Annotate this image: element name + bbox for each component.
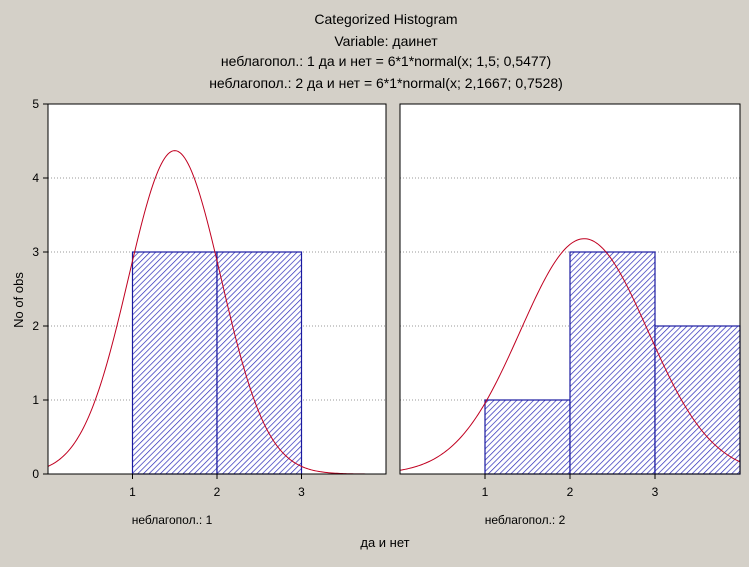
y-tick-label: 0 [32,467,39,481]
chart-title-line: неблагопол.: 2 да и нет = 6*1*normal(x; … [209,75,563,91]
category-label: неблагопол.: 1 [132,513,213,527]
category-label: неблагопол.: 2 [485,513,566,527]
x-tick-label: 3 [652,485,659,499]
chart-title-line: неблагопол.: 1 да и нет = 6*1*normal(x; … [221,53,551,69]
x-tick-label: 2 [214,485,221,499]
histogram-bar [569,251,656,475]
histogram-bar [654,325,741,475]
x-tick-label: 1 [482,485,489,499]
histogram-bar [131,251,218,475]
y-tick-label: 1 [32,393,39,407]
y-tick-label: 4 [32,171,39,185]
chart-titles: Categorized Histogram Variable: даинет неб… [209,11,563,91]
histogram-bar [216,251,303,475]
x-tick-label: 1 [129,485,136,499]
histogram-panel-2: 1 2 3 неблагопол.: 2 [399,103,741,527]
chart-panels: 0 1 2 3 4 5 1 2 3 неблагопол.: 1 1 2 3 неблагопол.: 2 [32,97,741,527]
histogram-bar [484,399,571,475]
y-axis-label: No of obs [11,272,26,328]
y-tick-label: 5 [32,97,39,111]
x-tick-label: 2 [567,485,574,499]
histogram-panel-1: 1 2 3 неблагопол.: 1 [47,103,387,527]
normal-fit-curve [47,150,386,475]
x-tick-label: 3 [298,485,305,499]
chart-title-line: Variable: даинет [334,33,438,49]
normal-fit-curve [399,238,741,471]
y-tick-label: 3 [32,245,39,259]
y-tick-label: 2 [32,319,39,333]
x-axis-label: да и нет [360,535,409,550]
chart-title-line: Categorized Histogram [314,11,457,27]
